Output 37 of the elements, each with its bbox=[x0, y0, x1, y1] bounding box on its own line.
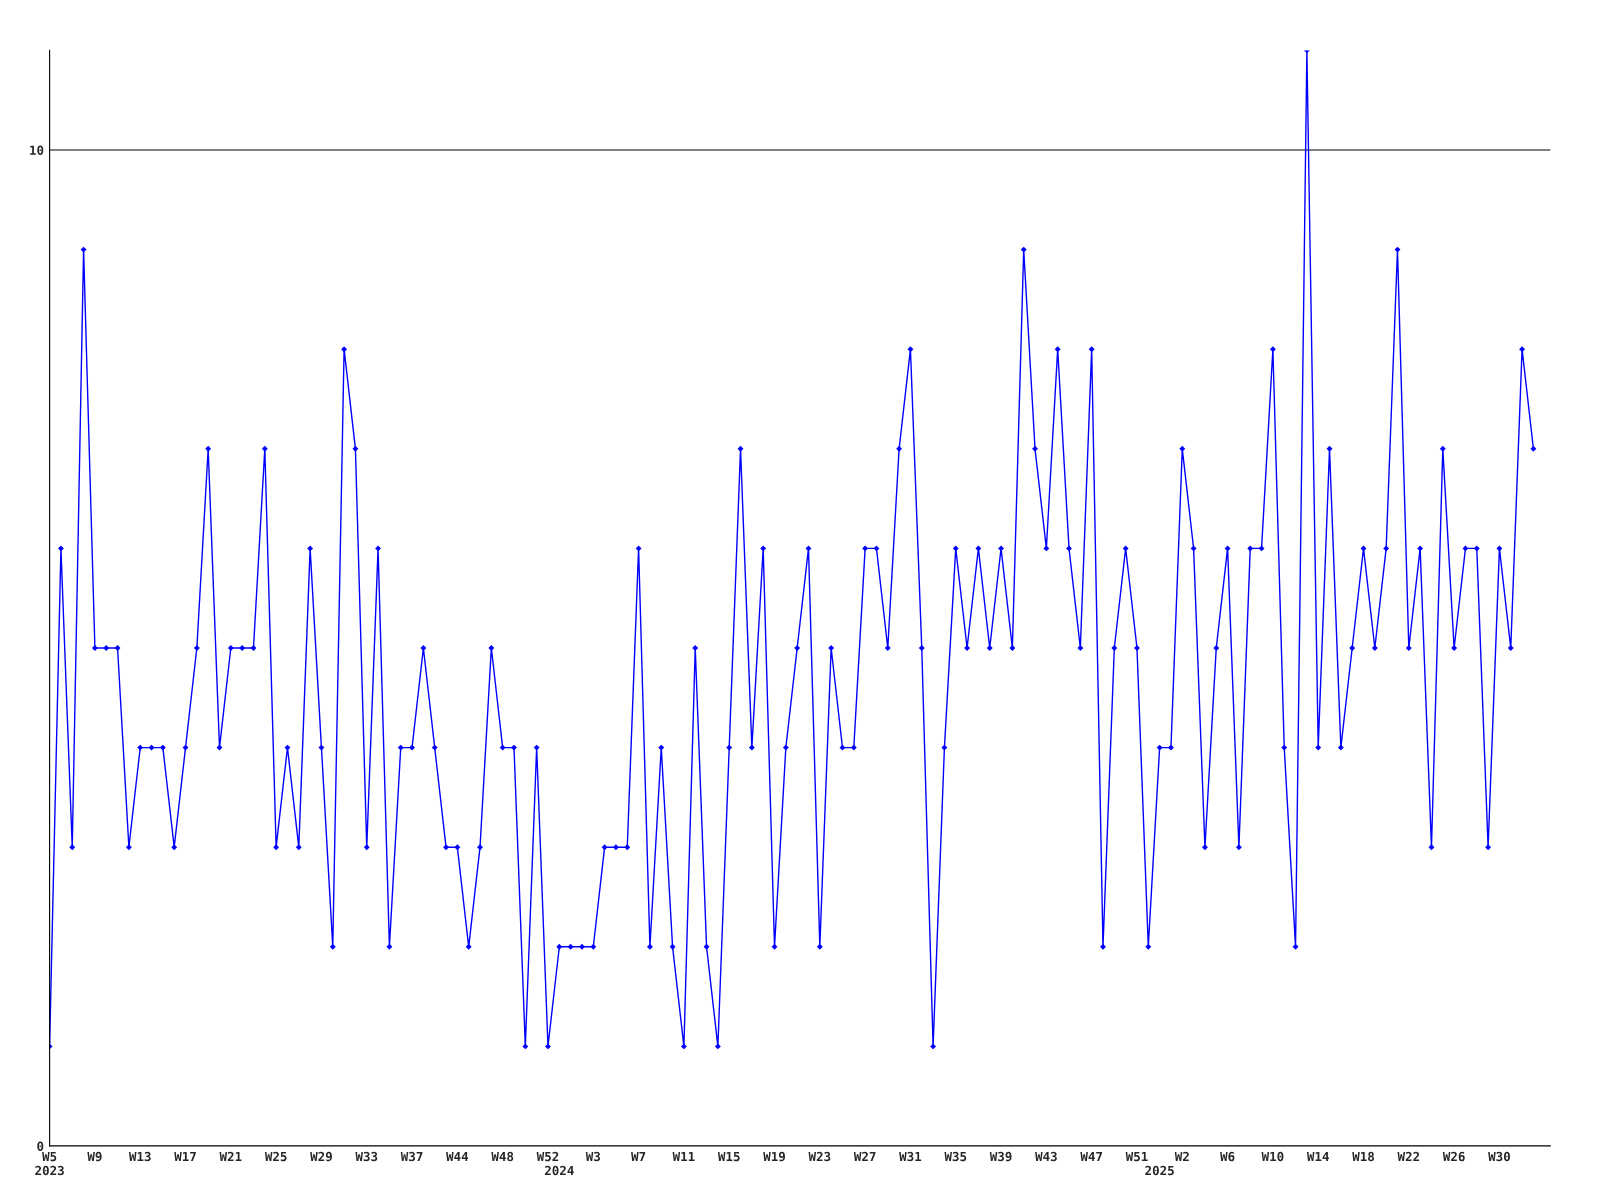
x-tick-label: W44 bbox=[446, 1151, 469, 1162]
x-tick-label: W7 bbox=[631, 1151, 646, 1162]
x-tick-label: W22 bbox=[1397, 1151, 1420, 1162]
x-tick-label: W43 bbox=[1035, 1151, 1057, 1162]
x-tick-label: W47 bbox=[1080, 1151, 1103, 1162]
x-tick-label: W14 bbox=[1306, 1151, 1329, 1162]
x-tick-label: W25 bbox=[264, 1151, 287, 1162]
x-tick-label: W5 2023 bbox=[35, 1151, 64, 1176]
x-tick-label: W3 bbox=[585, 1151, 600, 1162]
x-tick-label: W26 bbox=[1442, 1151, 1465, 1162]
x-tick-label: W30 bbox=[1488, 1151, 1510, 1162]
x-tick-label: W13 bbox=[128, 1151, 151, 1162]
x-tick-label: 2025 bbox=[1145, 1165, 1174, 1176]
x-tick-label: 2024 bbox=[544, 1165, 574, 1176]
x-tick-label: W19 bbox=[763, 1151, 785, 1162]
x-tick-label: W51 bbox=[1125, 1151, 1148, 1162]
x-tick-label: W39 bbox=[989, 1151, 1012, 1162]
x-tick-label: W29 bbox=[310, 1151, 332, 1162]
x-tick-label: W17 bbox=[174, 1151, 196, 1162]
x-tick-label: W15 bbox=[717, 1151, 740, 1162]
x-tick-label: W6 bbox=[1220, 1151, 1235, 1162]
x-tick-label: W23 bbox=[808, 1151, 831, 1162]
y-tick-label: 0 bbox=[37, 1141, 44, 1151]
x-tick-label: W18 bbox=[1352, 1151, 1375, 1162]
x-tick-label: W52 bbox=[536, 1151, 559, 1162]
x-tick-label: W35 bbox=[944, 1151, 967, 1162]
x-tick-label: W31 bbox=[899, 1151, 922, 1162]
x-tick-label: W21 bbox=[219, 1151, 242, 1162]
x-tick-label: W37 bbox=[400, 1151, 423, 1162]
x-tick-label: W27 bbox=[853, 1151, 876, 1162]
x-tick-label: W9 bbox=[87, 1151, 102, 1162]
y-tick-label: 10 bbox=[30, 145, 44, 155]
x-tick-label: W33 bbox=[355, 1151, 378, 1162]
x-tick-label: W48 bbox=[491, 1151, 514, 1162]
x-tick-label: W10 bbox=[1261, 1151, 1284, 1162]
x-tick-label: W2 bbox=[1174, 1151, 1189, 1162]
x-tick-label: W11 bbox=[672, 1151, 695, 1162]
